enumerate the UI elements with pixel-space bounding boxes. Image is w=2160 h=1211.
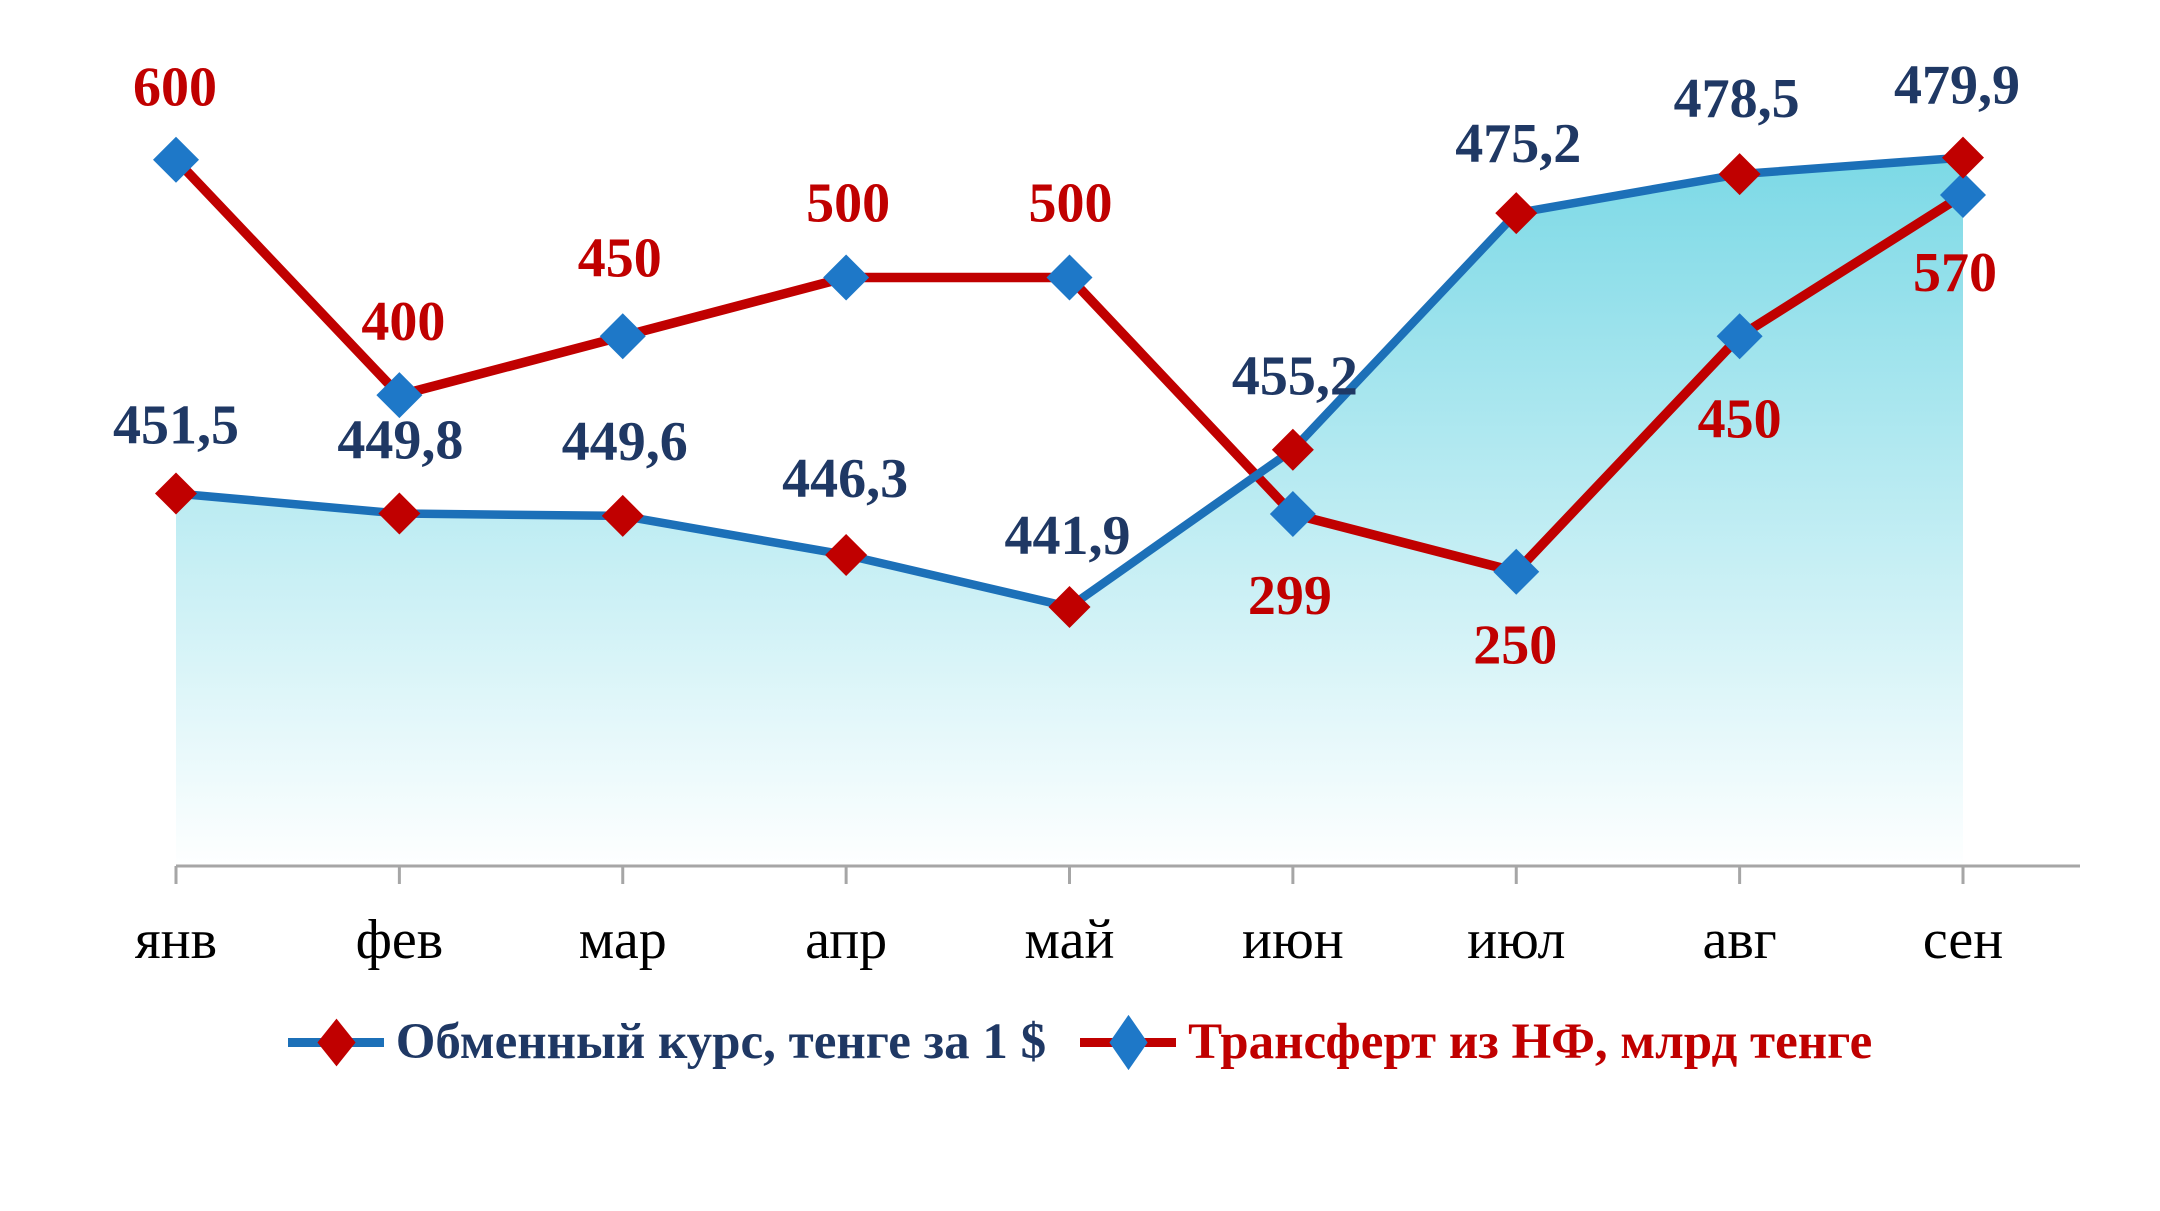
data-label-series-0: 479,9 bbox=[1894, 55, 2020, 117]
red-diamond-icon bbox=[317, 1018, 356, 1067]
marker-diamond-series-0 bbox=[825, 533, 868, 576]
x-axis-label: мар bbox=[579, 909, 667, 971]
marker-diamond-series-0 bbox=[1718, 153, 1761, 196]
marker-diamond-series-1 bbox=[1940, 172, 1986, 219]
marker-diamond-series-1 bbox=[1269, 491, 1316, 538]
blue-diamond-icon bbox=[1109, 1014, 1148, 1071]
marker-diamond-series-0 bbox=[1271, 428, 1314, 471]
data-label-series-1: 570 bbox=[1913, 242, 1997, 304]
x-axis-label: фев bbox=[356, 909, 444, 971]
legend-marker-transfer bbox=[1080, 1010, 1177, 1074]
legend-marker-exchange-rate bbox=[287, 1010, 384, 1074]
legend-label-exchange-rate: Обменный курс, тенге за 1 $ bbox=[395, 1014, 1047, 1070]
data-label-series-0: 451,5 bbox=[113, 394, 239, 456]
legend-item-exchange-rate: Обменный курс, тенге за 1 $ bbox=[287, 1010, 1047, 1074]
data-label-series-1: 400 bbox=[361, 291, 445, 353]
area-fill bbox=[176, 157, 1963, 866]
data-label-series-1: 600 bbox=[133, 57, 217, 119]
x-axis-label: июн bbox=[1242, 909, 1344, 971]
marker-diamond-series-1 bbox=[599, 313, 646, 360]
x-axis-label: авг bbox=[1702, 909, 1776, 971]
marker-diamond-series-0 bbox=[1048, 585, 1091, 628]
marker-diamond-series-1 bbox=[823, 254, 870, 301]
x-axis-label: май bbox=[1025, 909, 1115, 971]
legend-item-transfer: Трансферт из НФ, млрд тенге bbox=[1080, 1010, 1872, 1074]
data-label-series-1: 450 bbox=[578, 227, 662, 289]
data-label-series-0: 449,6 bbox=[562, 411, 688, 473]
data-label-series-0: 478,5 bbox=[1674, 68, 1800, 130]
marker-diamond-series-0 bbox=[155, 472, 197, 515]
x-axis-label: янв bbox=[135, 909, 217, 971]
legend-label-transfer: Трансферт из НФ, млрд тенге bbox=[1188, 1014, 1873, 1070]
data-label-series-1: 450 bbox=[1698, 388, 1782, 450]
data-label-series-1: 299 bbox=[1248, 565, 1332, 627]
data-label-series-1: 500 bbox=[1029, 172, 1113, 234]
marker-diamond-series-1 bbox=[1046, 254, 1093, 301]
data-label-series-0: 455,2 bbox=[1232, 346, 1358, 408]
marker-diamond-series-1 bbox=[376, 372, 423, 419]
marker-diamond-series-0 bbox=[601, 494, 644, 537]
marker-diamond-series-0 bbox=[1942, 136, 1984, 179]
marker-diamond-series-0 bbox=[1495, 192, 1538, 235]
data-label-series-1: 250 bbox=[1473, 615, 1557, 677]
marker-diamond-series-0 bbox=[378, 492, 421, 535]
data-label-series-0: 449,8 bbox=[337, 410, 463, 472]
data-label-series-0: 446,3 bbox=[782, 448, 908, 510]
chart-legend: Обменный курс, тенге за 1 $ Трансферт из… bbox=[0, 1010, 2160, 1074]
marker-diamond-series-1 bbox=[1493, 548, 1540, 595]
x-axis-label: июл bbox=[1467, 909, 1565, 971]
data-label-series-0: 475,2 bbox=[1455, 113, 1581, 175]
x-axis-label: сен bbox=[1923, 909, 2003, 971]
data-label-series-0: 441,9 bbox=[1005, 505, 1131, 567]
marker-diamond-series-1 bbox=[1716, 313, 1763, 360]
marker-diamond-series-1 bbox=[153, 136, 199, 183]
data-label-series-1: 500 bbox=[806, 172, 890, 234]
x-axis-label: апр bbox=[805, 909, 887, 971]
